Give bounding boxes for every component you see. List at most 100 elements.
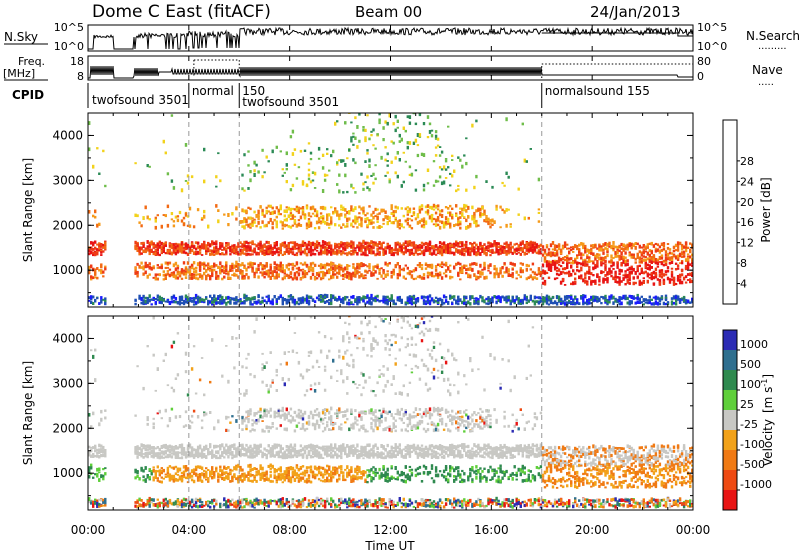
power-cell [505, 296, 508, 300]
power-cell [570, 295, 573, 300]
power-cell [555, 269, 559, 272]
power-cell [156, 298, 159, 302]
power-cell [578, 262, 581, 265]
power-cell [138, 294, 141, 298]
power-cell [428, 242, 432, 247]
power-cell [336, 265, 339, 268]
power-cell [543, 248, 547, 253]
power-cell [515, 248, 518, 251]
power-cell [646, 301, 649, 305]
power-cell [156, 245, 159, 250]
power-cell [297, 247, 301, 250]
velocity-cell [166, 456, 170, 459]
power-cell [493, 244, 496, 247]
power-cell [223, 269, 226, 273]
power-cell [563, 298, 567, 302]
power-cell [213, 299, 216, 302]
power-cell [336, 249, 339, 254]
power-cell [364, 128, 367, 132]
velocity-cell [162, 504, 165, 507]
velocity-cell [146, 499, 149, 503]
power-cell [160, 298, 163, 302]
power-cell [283, 244, 286, 249]
power-cell [221, 295, 224, 299]
power-cell [386, 300, 389, 304]
power-cell [271, 149, 274, 154]
power-cell [568, 273, 571, 278]
power-cell [92, 276, 95, 280]
power-cell [90, 275, 93, 279]
power-cell [372, 172, 375, 176]
power-cell [368, 164, 371, 168]
power-cell [249, 207, 252, 211]
power-cell [334, 121, 337, 126]
power-cell [640, 268, 643, 273]
power-cell [459, 298, 462, 302]
power-cell [475, 209, 478, 213]
power-cell [372, 210, 375, 215]
power-cell [241, 173, 244, 177]
power-cell [628, 294, 631, 298]
power-cell [289, 271, 293, 275]
power-cell [241, 272, 244, 277]
power-cell [207, 224, 210, 229]
velocity-cell [102, 504, 105, 507]
power-cell [652, 260, 656, 263]
power-cell [582, 246, 585, 250]
power-cell [487, 302, 490, 306]
power-cell [568, 261, 571, 264]
power-cell [648, 299, 651, 302]
power-cell [213, 294, 216, 298]
power-cell [594, 265, 597, 270]
power-cell [382, 295, 385, 300]
power-cell [680, 273, 684, 277]
power-cell [449, 172, 452, 175]
power-cell [426, 115, 430, 119]
power-cell [265, 250, 268, 254]
power-cell [672, 295, 676, 300]
velocity-cell [90, 425, 93, 430]
power-cell [321, 217, 325, 221]
power-cell [471, 123, 474, 128]
power-cell [148, 263, 151, 266]
power-cell [535, 300, 539, 303]
power-cell [321, 246, 325, 249]
velocity-cell [166, 453, 170, 457]
power-cell [503, 271, 506, 274]
power-cell [582, 294, 585, 298]
power-cell [678, 252, 682, 256]
power-cell [309, 223, 313, 228]
power-cell [465, 240, 468, 244]
velocity-cell [88, 466, 91, 470]
power-cell [549, 255, 553, 258]
power-cell [317, 242, 321, 245]
power-cell [505, 117, 508, 122]
power-cell [610, 270, 613, 274]
power-cell [691, 300, 694, 304]
power-cell [394, 216, 397, 219]
power-cell [642, 248, 645, 253]
power-cell [307, 248, 311, 253]
power-cell [255, 300, 258, 303]
velocity-cell [174, 503, 178, 506]
power-cell [459, 226, 462, 230]
velocity-cell [136, 455, 139, 459]
power-cell [406, 213, 409, 216]
power-cell [225, 250, 228, 254]
power-cell [392, 213, 395, 216]
power-cell [96, 248, 99, 251]
power-cell [652, 276, 656, 280]
power-cell [350, 276, 353, 281]
power-cell [317, 157, 321, 160]
power-cell [362, 251, 365, 256]
power-cell [336, 267, 339, 270]
power-cell [594, 254, 597, 258]
power-cell [519, 243, 522, 246]
power-cell [186, 246, 190, 249]
power-cell [291, 224, 295, 227]
velocity-cell [146, 444, 149, 449]
power-cell [366, 114, 369, 117]
power-cell [580, 262, 583, 266]
power-cell [227, 300, 230, 304]
velocity-cell [94, 502, 97, 505]
